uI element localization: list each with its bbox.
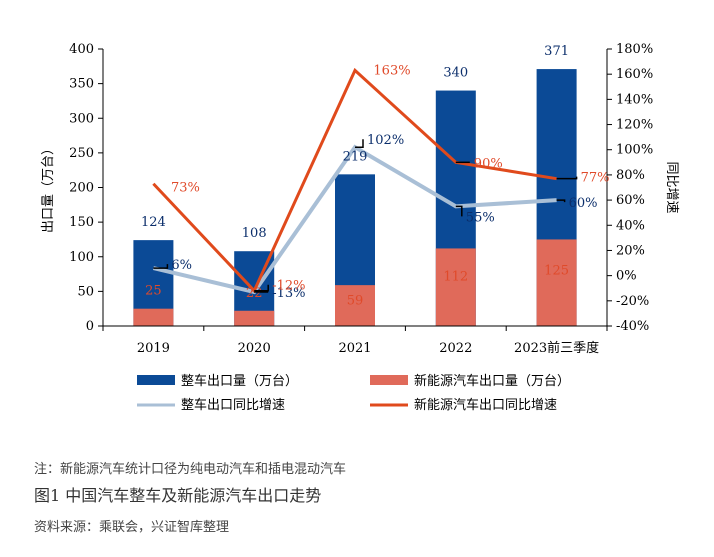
legend-label: 整车出口同比增速 [181,397,285,413]
legend-swatch [370,375,408,385]
x-tick-label: 2022 [439,341,472,356]
bar-nev-export [234,310,275,326]
x-tick-label: 2019 [137,341,170,356]
bar-nev-label: 125 [544,264,569,279]
leader-line [556,199,566,203]
y2-tick-label: 0% [616,269,637,284]
line-total-label: 60% [569,196,598,211]
leader-line [556,176,578,180]
y2-tick-label: 40% [616,218,645,233]
leader-line [254,284,269,292]
legend: 整车出口量（万台） 新能源汽车出口量（万台） 整车出口同比增速 新能源汽车出口同比增速 [137,373,570,413]
bar-nev-export [536,239,577,326]
y-tick-label: 350 [69,77,94,92]
y2-tick-label: 100% [616,143,653,158]
y-tick-label: 250 [69,146,94,161]
line-nev-growth [152,67,557,294]
y-tick-label: 150 [69,215,94,230]
legend-label: 新能源汽车出口同比增速 [414,397,557,413]
y2-tick-label: 60% [616,193,645,208]
line-nev-label: 163% [373,63,410,78]
legend-swatch [137,375,175,385]
line-nev-label: -12% [272,279,305,294]
leader-line [355,139,364,148]
figure-caption: 图1 中国汽车整车及新能源汽车出口走势 [34,486,322,505]
y-tick-label: 50 [77,284,94,299]
bar-nev-export [435,248,476,326]
legend-label: 整车出口量（万台） [181,373,298,389]
axes-layer: 0 50 100 150 200 250 300 350 400 -40% -20% 0% 20% 40%… [41,42,679,356]
legend-label: 新能源汽车出口量（万台） [414,373,570,389]
bars-layer [133,69,577,327]
bar-total-label: 371 [544,44,569,59]
x-tick-label: 2023前三季度 [514,340,599,356]
bar-nev-label: 25 [145,284,162,299]
y-tick-label: 400 [69,42,94,57]
labels-layer: 124 108 219 340 371 25 22 59 112 125 6% -13% 102% 55%… [141,44,610,308]
chart: 0 50 100 150 200 250 300 350 400 -40% -20% 0% 20% 40%… [41,42,679,413]
leader-line [153,264,169,269]
x-tick-label: 2021 [338,341,371,356]
x-tick-label: 2020 [238,341,271,356]
line-nev-label: 73% [171,181,200,196]
bar-total-label: 108 [242,226,267,241]
bar-nev-export [335,285,375,326]
source-note: 资料来源：乘联会，兴证智库整理 [34,520,230,535]
line-total-label: -13% [272,286,305,301]
y2-tick-label: -20% [616,294,649,309]
y2-tick-label: 180% [616,42,653,57]
y-tick-label: 300 [69,111,94,126]
bar-total-label: 340 [443,66,468,81]
y2-tick-label: 80% [616,168,645,183]
y2-axis-title: 同比增速 [664,161,679,213]
line-total-label: 55% [466,210,495,225]
footnote: 注：新能源汽车统计口径为纯电动汽车和插电混动汽车 [34,462,347,477]
line-nev-label: 77% [581,171,610,186]
bar-nev-label: 112 [443,270,468,285]
y-tick-label: 0 [86,319,94,334]
y2-tick-label: -40% [616,319,649,334]
line-nev-label: 90% [474,156,503,171]
bar-total-label: 124 [141,215,166,230]
y2-tick-label: 140% [616,92,653,107]
line-total-label: 6% [171,258,192,273]
bar-nev-label: 59 [347,293,364,308]
bar-nev-label: 22 [246,286,263,301]
bar-total-label: 219 [343,149,368,164]
y-tick-label: 100 [69,250,94,265]
y-tick-label: 200 [69,181,94,196]
y2-tick-label: 20% [616,243,645,258]
y-axis-title: 出口量（万台） [41,142,56,233]
leader-line [455,205,463,217]
y2-tick-label: 120% [616,118,653,133]
line-total-label: 102% [367,133,404,148]
y2-tick-label: 160% [616,67,653,82]
bar-nev-export [133,308,174,326]
